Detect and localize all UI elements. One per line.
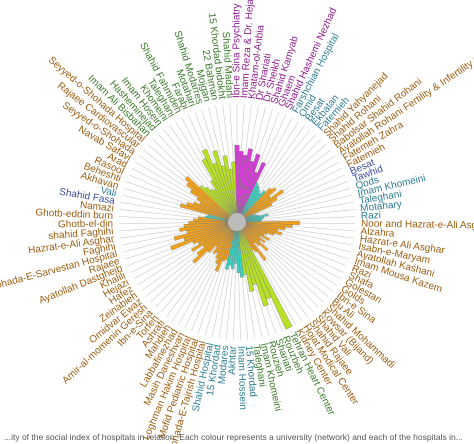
category-label: 15 Khordad [243,345,259,398]
category-label: Ibn-e Sina Psychiatry [232,4,243,99]
chart-center-hub [228,213,246,231]
chart-bars [170,145,300,330]
grid-spoke [236,174,346,223]
category-label: Imam Hossein [235,346,248,410]
category-label: Noor and Hazrat-e-Ali Asghar [361,219,474,232]
figure-caption: ...ity of the social index of hospitals … [4,432,463,442]
category-label: Vali [99,185,117,199]
category-label: Namazi [79,200,114,215]
category-label: Akhtar [227,345,239,375]
category-label: Shahid Madani [220,31,235,98]
category-label: Motahary [360,199,403,214]
category-label: shahid Faghihi [48,226,114,242]
category-label: Modares [217,345,232,385]
category-label: Ghotb-el-din [58,219,113,231]
category-label: Alzahra [360,226,395,240]
category-label: Razi [361,210,381,222]
category-label: Ghotb-eddin burn [35,207,113,222]
